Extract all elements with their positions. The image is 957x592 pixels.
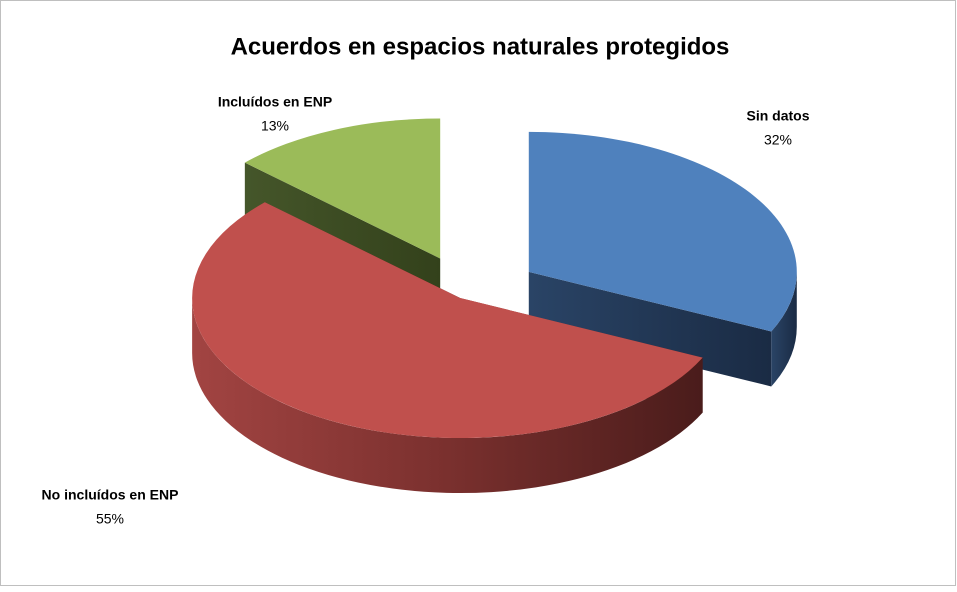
- slice-value-label: 32%: [764, 132, 792, 148]
- slice-side: [192, 298, 703, 494]
- chart-title: Acuerdos en espacios naturales protegido…: [231, 33, 730, 60]
- slice: [244, 118, 441, 259]
- pie: [192, 118, 797, 494]
- slice-label: Incluídos en ENP: [218, 94, 332, 110]
- slice-label: No incluídos en ENP: [42, 487, 179, 503]
- slice-value-label: 55%: [96, 511, 124, 527]
- slice-label: Sin datos: [746, 108, 809, 124]
- slice-side: [771, 271, 797, 387]
- slice: [528, 131, 797, 332]
- slice-side: [528, 271, 772, 387]
- slice-value-label: 13%: [261, 118, 289, 134]
- slice: [192, 202, 703, 439]
